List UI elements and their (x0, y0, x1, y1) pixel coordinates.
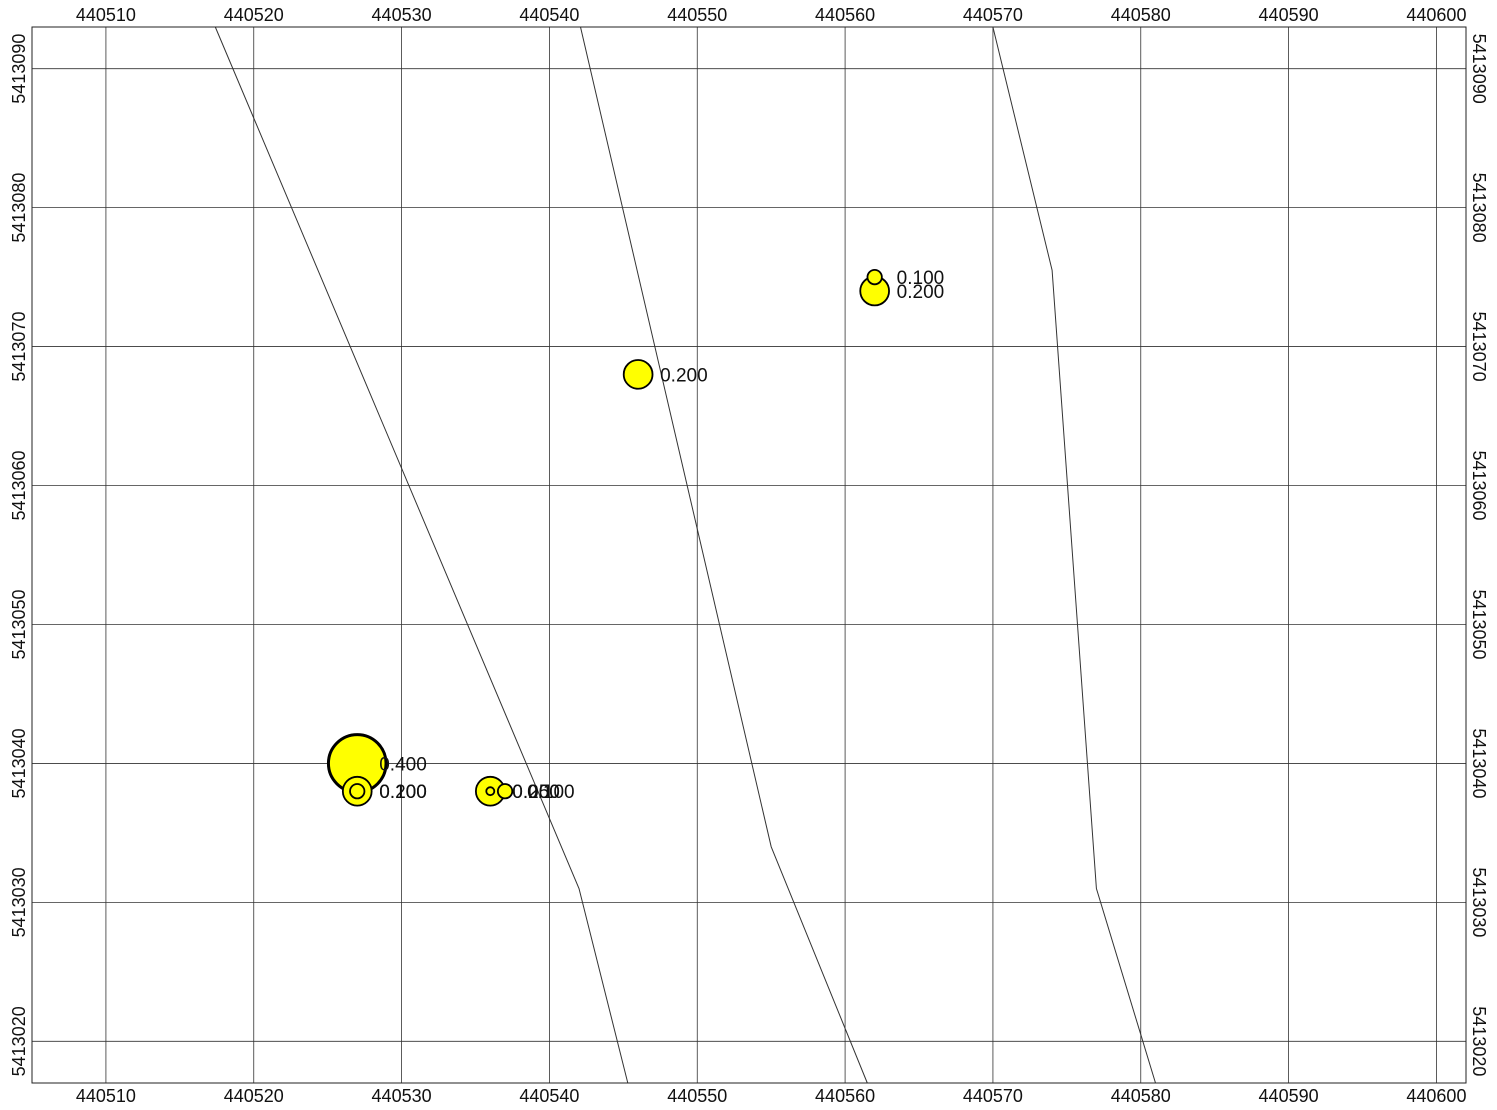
y-tick-label-right: 5413070 (1469, 312, 1489, 382)
x-tick-label-bottom: 440540 (519, 1086, 579, 1106)
y-tick-label-right: 5413090 (1469, 34, 1489, 104)
trend-line (992, 26, 1156, 1084)
x-tick-label-bottom: 440590 (1259, 1086, 1319, 1106)
x-tick-label-top: 440520 (224, 5, 284, 25)
y-tick-label-left: 5413090 (9, 34, 29, 104)
y-tick-label-left: 5413070 (9, 312, 29, 382)
plot-frame (31, 26, 1467, 1084)
y-tick-label-left: 5413020 (9, 1006, 29, 1076)
trend-line (214, 26, 629, 1084)
y-tick-label-right: 5413060 (1469, 450, 1489, 520)
y-tick-label-left: 5413060 (9, 450, 29, 520)
value-label: 0.200 (660, 365, 708, 386)
value-label: 0.200 (379, 782, 427, 803)
sample-point (622, 359, 654, 390)
value-label: 0.050 (512, 782, 560, 803)
sample-point-layer (326, 269, 890, 807)
y-tick-label-right: 5413040 (1469, 728, 1489, 798)
x-tick-label-top: 440550 (667, 5, 727, 25)
x-tick-label-bottom: 440600 (1406, 1086, 1466, 1106)
sample-point (349, 783, 366, 800)
value-label: 0.400 (379, 754, 427, 775)
sample-point (496, 783, 514, 800)
x-tick-label-top: 440510 (76, 5, 136, 25)
trend-line-layer (214, 26, 1156, 1084)
x-tick-label-bottom: 440560 (815, 1086, 875, 1106)
tick-label-layer: 440510 440510 440520 440520 440530 440530 4405… (9, 5, 1489, 1106)
x-tick-label-bottom: 440510 (76, 1086, 136, 1106)
y-tick-label-left: 5413030 (9, 867, 29, 937)
y-tick-label-left: 5413040 (9, 728, 29, 798)
sample-point (866, 269, 883, 286)
x-tick-label-bottom: 440520 (224, 1086, 284, 1106)
x-tick-label-top: 440590 (1259, 5, 1319, 25)
sample-point (485, 786, 496, 797)
grid-layer (32, 27, 1466, 1083)
x-tick-label-bottom: 440530 (372, 1086, 432, 1106)
x-tick-label-bottom: 440580 (1111, 1086, 1171, 1106)
y-tick-label-right: 5413050 (1469, 589, 1489, 659)
x-tick-label-top: 440560 (815, 5, 875, 25)
x-tick-label-top: 440600 (1406, 5, 1466, 25)
y-tick-label-right: 5413020 (1469, 1006, 1489, 1076)
trend-line (580, 26, 868, 1084)
x-tick-label-bottom: 440550 (667, 1086, 727, 1106)
value-label: 0.100 (897, 268, 945, 289)
y-tick-label-left: 5413080 (9, 173, 29, 243)
y-tick-label-right: 5413030 (1469, 867, 1489, 937)
x-tick-label-bottom: 440570 (963, 1086, 1023, 1106)
x-tick-label-top: 440570 (963, 5, 1023, 25)
x-tick-label-top: 440580 (1111, 5, 1171, 25)
value-label: 0.100 (379, 782, 427, 803)
value-label: 0.200 (512, 782, 560, 803)
y-tick-label-right: 5413080 (1469, 173, 1489, 243)
x-tick-label-top: 440540 (519, 5, 579, 25)
value-label: 0.100 (527, 782, 575, 803)
value-label: 0.200 (897, 282, 945, 303)
y-tick-label-left: 5413050 (9, 589, 29, 659)
x-tick-label-top: 440530 (372, 5, 432, 25)
